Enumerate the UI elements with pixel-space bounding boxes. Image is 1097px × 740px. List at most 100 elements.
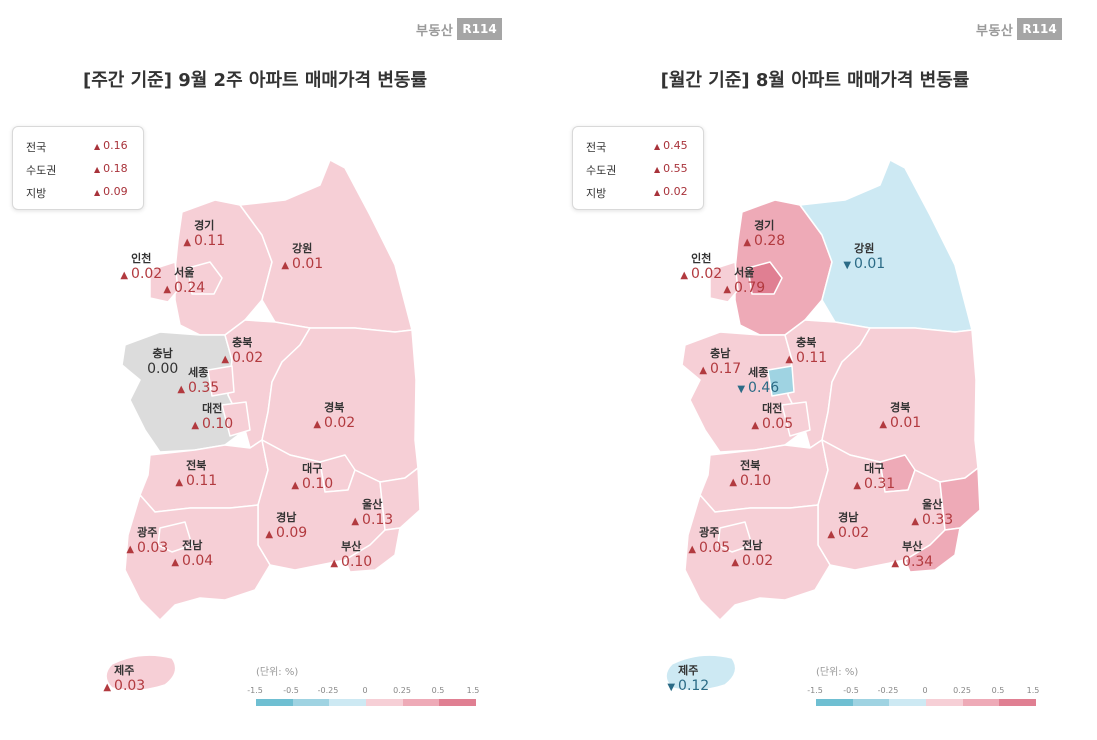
label-gwangju: 광주 ▲ 0.05 (688, 524, 730, 556)
region-value: ▲ 0.34 (891, 554, 933, 570)
label-ulsan: 울산 ▲ 0.33 (911, 496, 953, 528)
label-gyeonggi: 경기 ▲ 0.28 (743, 217, 785, 249)
region-incheon (149, 261, 179, 303)
up-arrow-icon: ▲ (654, 188, 661, 197)
region-sejong (767, 365, 795, 397)
up-arrow-icon: ▲ (291, 480, 300, 491)
region-value: ▲ 0.01 (281, 256, 323, 272)
label-daegu: 대구 ▲ 0.31 (853, 460, 895, 492)
region-name: 광주 (137, 526, 158, 539)
region-daejeon (221, 401, 251, 437)
label-chungnam: 충남 ▲ 0.17 (699, 345, 741, 377)
region-value: ▲ 0.10 (191, 416, 233, 432)
region-value: ▼ 0.12 (667, 678, 709, 694)
region-value-text: 0.17 (710, 361, 742, 377)
region-busan (904, 527, 961, 573)
up-arrow-icon: ▲ (126, 544, 135, 555)
region-value: ▲ 0.17 (699, 361, 741, 377)
up-arrow-icon: ▲ (731, 557, 740, 568)
region-value-text: 0.46 (748, 380, 780, 396)
summary-box: 전국 ▲ 0.16 수도권 ▲ 0.18 지방 ▲ 0.09 (12, 126, 144, 210)
region-value: ▲ 0.10 (729, 473, 771, 489)
region-busan (344, 527, 401, 573)
region-value-text: 0.10 (202, 416, 234, 432)
logo-mark: R114 (457, 18, 502, 40)
region-value-text: 0.11 (194, 233, 226, 249)
region-gangwon (239, 159, 413, 333)
up-arrow-icon: ▲ (120, 270, 129, 281)
legend-swatch (256, 699, 293, 706)
region-name: 경북 (890, 401, 911, 414)
region-gwangju (157, 521, 193, 553)
region-name: 전북 (740, 459, 761, 472)
label-chungbuk: 충북 ▲ 0.02 (221, 334, 263, 366)
region-name: 전남 (742, 539, 763, 552)
legend-tick: -0.5 (283, 686, 299, 695)
summary-value: ▲ 0.55 (654, 162, 688, 175)
region-value-text: 0.02 (324, 415, 356, 431)
region-value-text: 0.33 (922, 512, 954, 528)
region-value-text: 0.05 (762, 416, 794, 432)
region-name: 제주 (678, 664, 699, 677)
legend-swatch (962, 699, 1000, 706)
up-arrow-icon: ▲ (191, 420, 200, 431)
down-arrow-icon: ▼ (843, 260, 852, 271)
region-gwangju (717, 521, 753, 553)
region-value: ▲ 0.11 (785, 350, 827, 366)
label-gangwon: 강원 ▼ 0.01 (843, 240, 885, 272)
korea-map-monthly (665, 159, 981, 692)
monthly-map-panel: 부동산 R114 [월간 기준] 8월 아파트 매매가격 변동률 전국 ▲ 0.4… (560, 0, 1097, 740)
region-value-text: 0.05 (699, 540, 731, 556)
up-arrow-icon: ▲ (183, 237, 192, 248)
legend-unit: (단위: %) (816, 667, 859, 678)
up-arrow-icon: ▲ (729, 477, 738, 488)
region-name: 제주 (114, 664, 135, 677)
korea-map-weekly (105, 159, 421, 692)
label-daejeon: 대전 ▲ 0.10 (191, 400, 233, 432)
label-gyeonggi: 경기 ▲ 0.11 (183, 217, 225, 249)
region-value-text: 0.09 (276, 525, 308, 541)
region-name: 광주 (699, 526, 720, 539)
label-ulsan: 울산 ▲ 0.13 (351, 496, 393, 528)
brand-logo: 부동산 R114 (976, 18, 1062, 40)
summary-value-text: 0.02 (663, 185, 688, 198)
legend-tick: 1.5 (466, 686, 480, 695)
region-incheon (709, 261, 739, 303)
legend-swatch (816, 699, 853, 706)
region-value-text: 0.01 (890, 415, 922, 431)
brand-logo: 부동산 R114 (416, 18, 502, 40)
region-value-text: 0.28 (754, 233, 786, 249)
label-gyeongbuk: 경북 ▲ 0.02 (313, 399, 355, 431)
label-sejong: 세종 ▲ 0.35 (177, 364, 219, 396)
region-value: ▲ 0.33 (911, 512, 953, 528)
weekly-map-panel: 부동산 R114 [주간 기준] 9월 2주 아파트 매매가격 변동률 전국 ▲… (0, 0, 548, 740)
label-jeju: 제주 ▲ 0.03 (103, 662, 145, 694)
region-value-text: 0.02 (691, 266, 723, 282)
legend-swatch (366, 699, 403, 706)
region-value-text: 0.11 (796, 350, 828, 366)
up-arrow-icon: ▲ (743, 237, 752, 248)
region-value-text: 0.01 (854, 256, 886, 272)
legend-tick: 0.25 (953, 686, 971, 695)
region-name: 충남 (152, 347, 173, 360)
legend-swatch (852, 699, 890, 706)
logo-text: 부동산 (976, 23, 1014, 39)
region-name: 경기 (754, 219, 775, 232)
up-arrow-icon: ▲ (163, 284, 172, 295)
region-name: 강원 (292, 242, 313, 255)
legend-tick: 0 (362, 686, 368, 695)
region-gangwon (799, 159, 973, 333)
up-arrow-icon: ▲ (281, 260, 290, 271)
region-value-text: 0.12 (678, 678, 710, 694)
legend-tick: -0.5 (843, 686, 859, 695)
region-name: 경남 (276, 511, 297, 524)
region-name: 전남 (182, 539, 203, 552)
label-gyeongnam: 경남 ▲ 0.09 (265, 509, 307, 541)
region-value: ▲ 0.11 (175, 473, 217, 489)
up-arrow-icon: ▲ (699, 365, 708, 376)
down-arrow-icon: ▼ (667, 682, 676, 693)
region-value: 0.00 (147, 361, 178, 377)
summary-name: 수도권 (586, 164, 617, 177)
region-value: ▲ 0.03 (126, 540, 168, 556)
summary-value-text: 0.16 (103, 139, 128, 152)
